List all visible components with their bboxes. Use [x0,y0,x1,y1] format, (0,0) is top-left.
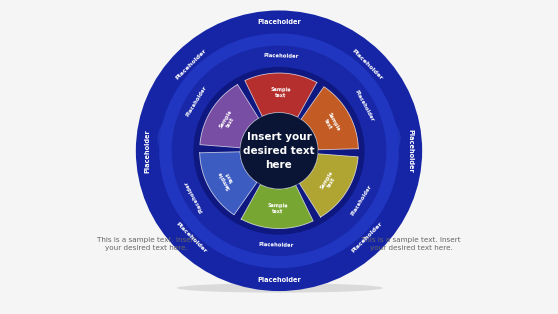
Ellipse shape [159,33,399,268]
Polygon shape [241,184,313,229]
Text: Placeholder: Placeholder [351,48,384,81]
Ellipse shape [177,283,383,293]
Text: Sample
text: Sample text [320,170,339,192]
Ellipse shape [136,10,422,291]
Text: Placeholder: Placeholder [145,129,151,173]
Text: Placeholder: Placeholder [350,184,373,217]
Ellipse shape [172,46,386,256]
Ellipse shape [240,113,318,189]
Text: Sample
text: Sample text [218,167,237,190]
Ellipse shape [137,12,421,290]
Text: Placeholder: Placeholder [257,19,301,25]
Text: Placeholder: Placeholder [259,242,294,248]
Polygon shape [200,84,259,148]
Ellipse shape [157,89,401,187]
Text: Sample
text: Sample text [267,203,288,214]
Text: Placeholder: Placeholder [407,129,413,173]
Polygon shape [200,152,257,215]
Text: Sample
text: Sample text [270,87,291,99]
Text: Placeholder: Placeholder [264,53,299,59]
Text: Placeholder: Placeholder [174,48,207,81]
Text: This is a sample text. Insert
your desired text here.: This is a sample text. Insert your desir… [362,237,461,252]
Text: Placeholder: Placeholder [184,179,205,213]
Ellipse shape [194,67,364,235]
Text: This is a sample text. Insert
your desired text here.: This is a sample text. Insert your desir… [97,237,196,252]
Text: Placeholder: Placeholder [353,89,374,122]
Text: Placeholder: Placeholder [174,221,207,254]
Text: Sample
text: Sample text [219,109,238,132]
Text: Sample
text: Sample text [321,111,340,135]
Text: Placeholder: Placeholder [257,277,301,283]
Text: Placeholder: Placeholder [351,221,384,254]
Polygon shape [301,87,358,150]
Polygon shape [299,154,358,217]
Polygon shape [245,73,317,117]
Text: Insert your
desired text
here: Insert your desired text here [243,132,315,170]
Text: Placeholder: Placeholder [185,85,208,118]
